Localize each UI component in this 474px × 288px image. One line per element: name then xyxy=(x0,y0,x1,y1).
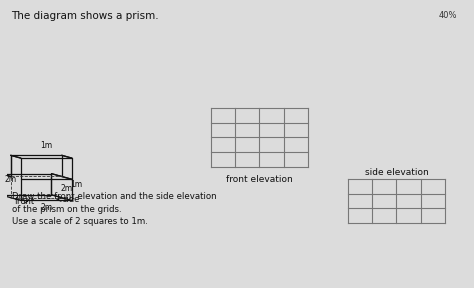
Text: 1m: 1m xyxy=(40,141,53,150)
Text: 2m: 2m xyxy=(60,184,73,193)
Text: 2m: 2m xyxy=(40,203,53,212)
Text: 40%: 40% xyxy=(439,11,457,20)
Text: 2m: 2m xyxy=(5,175,17,184)
Text: front: front xyxy=(15,197,35,206)
Text: side: side xyxy=(57,195,80,204)
Text: 1m: 1m xyxy=(71,180,83,189)
Text: side elevation: side elevation xyxy=(365,168,428,177)
Text: Draw the front elevation and the side elevation
of the prism on the grids.
Use a: Draw the front elevation and the side el… xyxy=(11,192,216,226)
Text: front elevation: front elevation xyxy=(226,175,293,184)
Text: The diagram shows a prism.: The diagram shows a prism. xyxy=(11,11,159,21)
